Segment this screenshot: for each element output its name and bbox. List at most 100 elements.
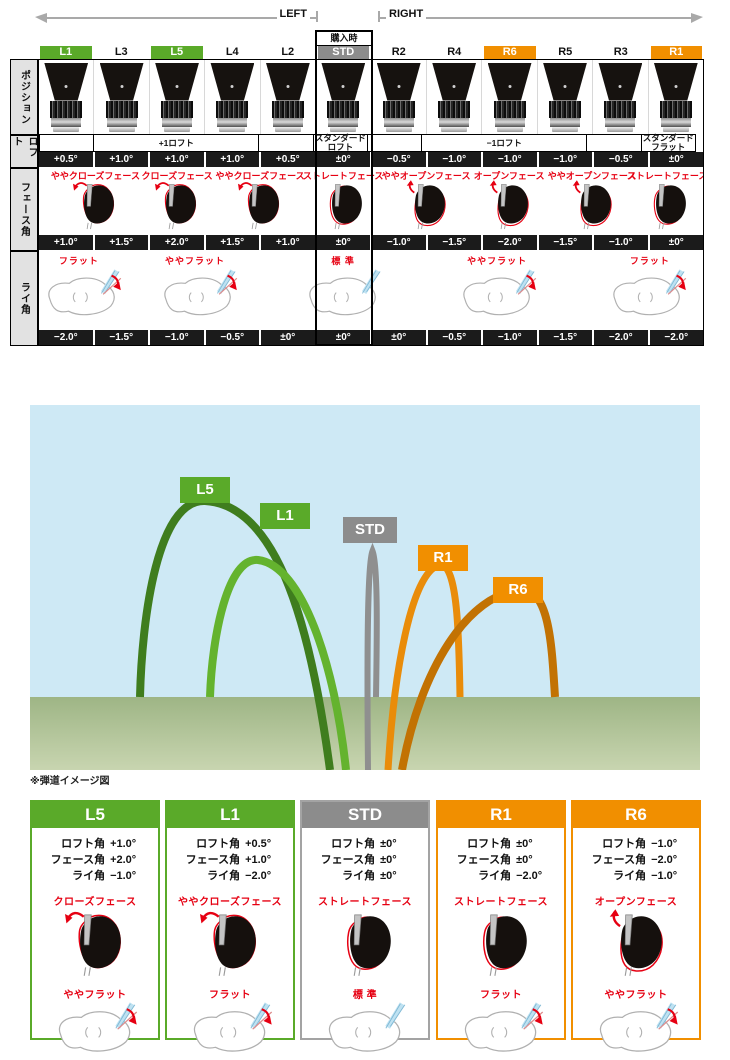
- card-spec-row: ロフト角 −1.0°: [573, 836, 699, 852]
- spec-label: ロフト角: [602, 838, 647, 850]
- standard-lie-head-icon: [301, 269, 385, 323]
- face-value: −1.0°: [372, 235, 426, 250]
- position-cell: L1: [38, 46, 94, 59]
- sleeve-adapter-photo: [99, 62, 144, 132]
- card-spec-row: フェース角 +2.0°: [32, 852, 158, 868]
- left-arrow-tick: [316, 11, 318, 22]
- trajectory-note: ※弾道イメージ図: [30, 776, 110, 787]
- position-badge-r4: R4: [447, 46, 462, 58]
- trajectory-arcs: [136, 496, 559, 770]
- sleeve-adapter-photo: [321, 62, 366, 132]
- right-direction-indicator: RIGHT: [378, 8, 703, 26]
- sleeve-row: [39, 60, 703, 134]
- face-angle-label: ややオープンフェース: [381, 171, 471, 181]
- card-spec-row: ロフト角 ±0°: [438, 836, 564, 852]
- sleeve-adapter-photo: [376, 62, 421, 132]
- row-header-lie: ライ角: [10, 251, 38, 346]
- closed-face-head-icon: [73, 180, 117, 230]
- straight-face-head-icon: [335, 909, 395, 977]
- lie-description: フラット: [209, 990, 251, 1001]
- closed-face-head-icon: [155, 180, 199, 230]
- left-direction-indicator: LEFT: [35, 8, 318, 26]
- lie-description: フラット: [480, 990, 522, 1001]
- position-badge-r3: R3: [613, 46, 628, 58]
- sleeve-adapter-photo: [653, 62, 698, 132]
- card-title: STD: [302, 802, 428, 828]
- spec-value: +0.5°: [245, 838, 272, 850]
- closed-face-head-icon: [200, 909, 260, 977]
- face-value: +1.0°: [261, 235, 315, 250]
- spec-value: ±0°: [380, 838, 397, 850]
- face-angle-label: ややクローズフェース: [215, 171, 305, 181]
- open-face-head-icon: [404, 180, 448, 230]
- lie-value: −0.5°: [205, 330, 259, 345]
- card-l5: L5 ロフト角 +1.0° フェース角 +2.0° ライ角 −1.0° クローズフェー…: [30, 800, 160, 1040]
- face-value: −1.5°: [427, 235, 481, 250]
- position-label-row: L1 L3 L5 L4 L2 STD R2 R4 R6 R5 R3 R1: [38, 45, 704, 59]
- loft-value: −1.0°: [483, 152, 537, 167]
- loft-group-minus1: −1ロフト: [421, 134, 588, 152]
- face-angle-label: オープンフェース: [473, 171, 545, 181]
- face-angle-label: ストレートフェース: [302, 171, 384, 181]
- sleeve-cell: [372, 60, 427, 134]
- trajectory-arc-l5: [136, 496, 334, 770]
- loft-value: +0.5°: [39, 152, 93, 167]
- lie-value: −2.0°: [39, 330, 93, 345]
- lie-value: −2.0°: [649, 330, 703, 345]
- closed-face-head-icon: [238, 180, 282, 230]
- card-spec-row: ロフト角 +0.5°: [167, 836, 293, 852]
- lie-angle-label: フラット: [58, 256, 99, 266]
- closed-face-head-icon: [65, 909, 125, 977]
- face-description: クローズフェース: [53, 897, 137, 908]
- card-title: L5: [32, 802, 158, 828]
- lie-angle-label: 標 準: [331, 256, 355, 266]
- lie-angle-label: フラット: [629, 256, 670, 266]
- loft-value: −0.5°: [372, 152, 426, 167]
- position-cell: L3: [94, 46, 150, 59]
- spec-value: +1.0°: [110, 838, 137, 850]
- straight-face-head-icon: [321, 180, 365, 230]
- loft-value: −1.0°: [427, 152, 481, 167]
- loft-value: ±0°: [316, 152, 370, 167]
- straight-face-head-icon: [645, 180, 689, 230]
- face-angle-label: ストレートフェース: [626, 171, 703, 181]
- position-cell: R4: [427, 46, 483, 59]
- lie-value: ±0°: [261, 330, 315, 345]
- position-badge-l3: L3: [114, 46, 128, 58]
- card-spec-row: ライ角 −2.0°: [438, 868, 564, 884]
- loft-group-row: +1ロフト スタンダードロフト −1ロフト スタンダードフラット: [39, 134, 703, 152]
- trajectory-arc-r6: [398, 585, 559, 770]
- card-std: STD ロフト角 ±0° フェース角 ±0° ライ角 ±0° ストレートフェース 標 …: [300, 800, 430, 1040]
- spec-label: フェース角: [320, 854, 376, 866]
- lie-angle-label: ややフラット: [467, 256, 528, 266]
- sleeve-cell: [593, 60, 649, 134]
- flat-lie-head-icon: [50, 1002, 140, 1060]
- spec-value: −1.0°: [651, 870, 678, 882]
- spec-label: フェース角: [50, 854, 106, 866]
- lie-value: ±0°: [372, 330, 426, 345]
- card-title: R1: [438, 802, 564, 828]
- trajectory-badge-r6: R6: [493, 577, 543, 603]
- spec-label: ロフト角: [331, 838, 376, 850]
- sleeve-cell: [261, 60, 317, 134]
- open-face-head-icon: [606, 909, 666, 977]
- sleeve-adapter-photo: [265, 62, 310, 132]
- trajectory-arc-r1: [384, 561, 464, 770]
- card-spec-row: ライ角 −1.0°: [573, 868, 699, 884]
- lie-value: −1.0°: [483, 330, 537, 345]
- lie-value: −0.5°: [427, 330, 481, 345]
- flat-lie-head-icon: [591, 1002, 681, 1060]
- sleeve-adapter-photo: [487, 62, 532, 132]
- spec-label: フェース角: [456, 854, 512, 866]
- face-value: +1.5°: [205, 235, 259, 250]
- spec-value: ±0°: [380, 870, 397, 882]
- sleeve-adapter-photo: [598, 62, 643, 132]
- loft-value: +0.5°: [261, 152, 315, 167]
- spec-value: ±0°: [380, 854, 397, 866]
- position-badge-l4: L4: [225, 46, 239, 58]
- card-body: ロフト角 −1.0° フェース角 −2.0° ライ角 −1.0° オープンフェース や…: [573, 828, 699, 1060]
- spec-label: ロフト角: [61, 838, 106, 850]
- spec-value: −2.0°: [245, 870, 272, 882]
- position-cell: R5: [538, 46, 594, 59]
- spec-label: ライ角: [72, 870, 106, 882]
